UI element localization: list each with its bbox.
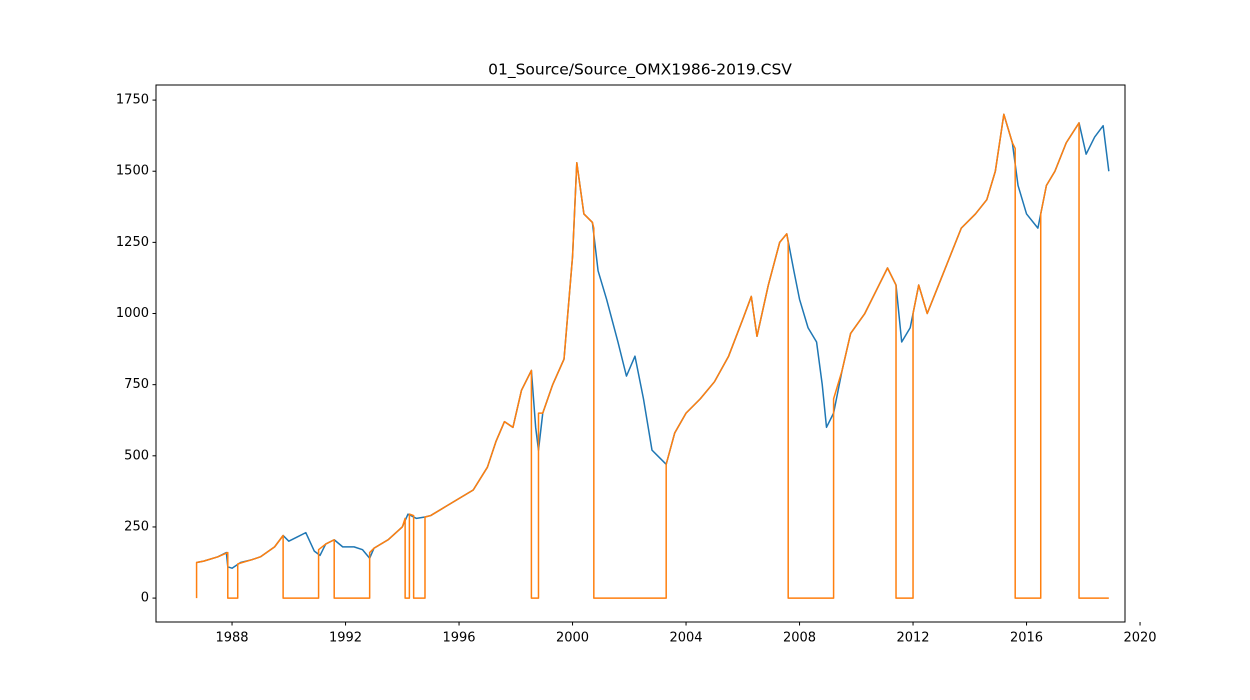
x-tick-label: 2020 — [1123, 631, 1156, 646]
y-tick-label: 250 — [124, 519, 149, 534]
y-tick-label: 750 — [124, 377, 149, 392]
x-tick-label: 2000 — [556, 631, 589, 646]
chart-title: 01_Source/Source_OMX1986-2019.CSV — [488, 61, 792, 80]
y-tick-label: 1500 — [116, 164, 149, 179]
x-tick-label: 2008 — [783, 631, 816, 646]
x-tick-label: 1992 — [329, 631, 362, 646]
series-line — [195, 113, 1109, 599]
y-tick-label: 1750 — [116, 93, 149, 108]
y-tick-label: 1250 — [116, 235, 149, 250]
x-tick-label: 1988 — [215, 631, 248, 646]
x-tick-label: 1996 — [442, 631, 475, 646]
y-tick-label: 1000 — [116, 306, 149, 321]
x-tick-label: 2004 — [669, 631, 702, 646]
y-tick-label: 500 — [124, 448, 149, 463]
y-tick-label: 0 — [141, 591, 149, 606]
plot-frame — [155, 84, 1126, 623]
x-tick-label: 2012 — [896, 631, 929, 646]
x-tick-label: 2016 — [1010, 631, 1043, 646]
